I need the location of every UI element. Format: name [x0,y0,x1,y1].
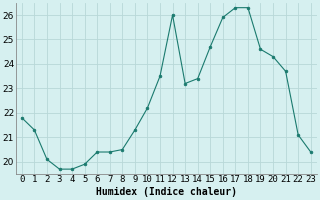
X-axis label: Humidex (Indice chaleur): Humidex (Indice chaleur) [96,187,237,197]
